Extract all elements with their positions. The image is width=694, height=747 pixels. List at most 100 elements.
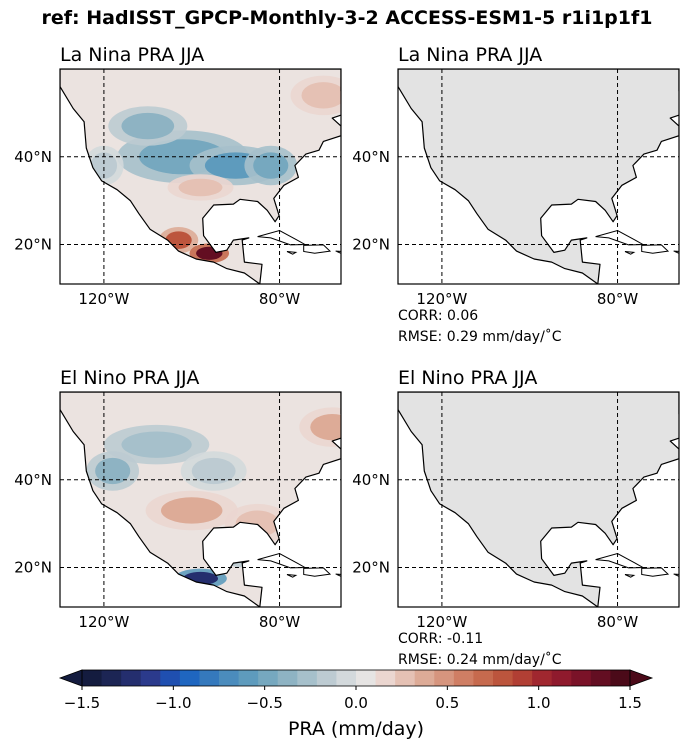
map-frame [59, 68, 342, 285]
colorbar-swatch [434, 670, 455, 686]
island-coastline [673, 573, 679, 577]
lat-tick-label: 20°N [352, 236, 390, 254]
island-coastline [335, 573, 341, 577]
colorbar-tick-label: −1.0 [155, 694, 191, 712]
panel-title: La Nina PRA JJA [398, 44, 542, 66]
anomaly-contour [121, 431, 192, 458]
island-coastline [641, 244, 670, 254]
map-area [398, 69, 679, 284]
map-panel-2: La Nina PRA JJA 120°W 80°W 40°N 20°N CORR: 0.… [352, 44, 680, 345]
island-coastline [595, 229, 645, 246]
masked-land-fill [398, 69, 679, 284]
colorbar-swatch [219, 670, 240, 686]
anomaly-contour [160, 497, 223, 524]
colorbar-swatch [453, 670, 474, 686]
figure-title: ref: HadISST_GPCP-Monthly-3-2 ACCESS-ESM… [42, 7, 653, 29]
colorbar-extend-high [629, 669, 654, 687]
lon-tick-label: 80°W [597, 613, 639, 631]
panel-title: La Nina PRA JJA [60, 44, 204, 66]
colorbar-tick-label: 0.5 [435, 694, 459, 712]
colorbar-swatch [258, 670, 279, 686]
anomaly-contour [226, 545, 262, 564]
anomaly-contour [90, 152, 118, 179]
anomaly-contour [196, 246, 223, 260]
colorbar-swatch [551, 670, 572, 686]
island-coastline [286, 251, 298, 255]
corr-stat: CORR: -0.11 [398, 631, 483, 647]
colorbar-tick-label: −0.5 [246, 694, 282, 712]
colorbar-swatch [590, 670, 611, 686]
colorbar-tick-label: 1.5 [618, 694, 642, 712]
colorbar-swatch [356, 670, 377, 686]
colorbar-swatch [238, 670, 259, 686]
island-coastline [335, 250, 341, 254]
map-panel-4: El Nino PRA JJA 120°W 80°W 40°N 20°N CORR: -0… [352, 367, 680, 668]
island-coastline [257, 229, 307, 246]
panel-title: El Nino PRA JJA [398, 367, 537, 389]
anomaly-contour [218, 541, 271, 568]
island-coastline [257, 552, 307, 569]
panel-title: El Nino PRA JJA [60, 367, 199, 389]
colorbar-swatch [140, 670, 161, 686]
colorbar-swatch [277, 670, 298, 686]
lon-tick-label: 120°W [78, 290, 129, 308]
island-coastline [303, 567, 332, 577]
lon-tick-label: 120°W [416, 613, 467, 631]
corr-stat: CORR: 0.06 [398, 308, 478, 324]
lat-tick-label: 40°N [14, 148, 52, 166]
colorbar-tick-label: 1.0 [527, 694, 551, 712]
anomaly-contour [165, 231, 192, 249]
map-panel-3: El Nino PRA JJA 120°W 80°W 40°N 20°N [14, 367, 342, 631]
rmse-stat: RMSE: 0.29 mm/day/˚C [398, 328, 562, 345]
colorbar-swatch [316, 670, 337, 686]
anomaly-contour [301, 82, 341, 109]
colorbar-swatch [414, 670, 435, 686]
map-area [60, 392, 341, 607]
island-coastline [673, 250, 679, 254]
map-area [60, 69, 341, 284]
colorbar-swatch [82, 670, 103, 686]
anomaly-contour [191, 457, 236, 485]
lat-tick-label: 20°N [352, 559, 390, 577]
lat-tick-label: 20°N [14, 559, 52, 577]
masked-land-fill [398, 392, 679, 607]
colorbar-swatch [101, 670, 122, 686]
colorbar-tick-label: −1.5 [64, 694, 100, 712]
anomaly-contour [253, 152, 289, 179]
lon-tick-label: 80°W [259, 613, 301, 631]
island-coastline [641, 567, 670, 577]
colorbar-swatch [121, 670, 142, 686]
map-frame [397, 391, 680, 608]
colorbar-swatch [179, 670, 200, 686]
island-coastline [286, 574, 298, 578]
anomaly-contour [178, 178, 223, 197]
island-coastline [595, 552, 645, 569]
colorbar-swatch [610, 670, 631, 686]
colorbar-swatch [336, 670, 357, 686]
anomaly-contour [121, 112, 175, 140]
colorbar: −1.5 −1.0 −0.5 0.0 0.5 1.0 1.5 PRA (mm/day) [58, 669, 654, 740]
colorbar-swatch [297, 670, 318, 686]
lon-tick-label: 80°W [259, 290, 301, 308]
map-panel-1: La Nina PRA JJA 120°W 80°W 40°N 20°N [14, 44, 342, 308]
colorbar-swatch [571, 670, 592, 686]
rmse-stat: RMSE: 0.24 mm/day/˚C [398, 651, 562, 668]
colorbar-swatch [493, 670, 514, 686]
island-coastline [624, 574, 636, 578]
colorbar-swatch [473, 670, 494, 686]
lon-tick-label: 80°W [597, 290, 639, 308]
anomaly-contour [310, 413, 341, 441]
island-coastline [624, 251, 636, 255]
lat-tick-label: 40°N [14, 471, 52, 489]
colorbar-extend-low [58, 669, 83, 687]
colorbar-swatch [375, 670, 396, 686]
colorbar-swatch [160, 670, 181, 686]
map-frame [397, 68, 680, 285]
island-coastline [303, 244, 332, 254]
lat-tick-label: 20°N [14, 236, 52, 254]
colorbar-swatch [199, 670, 220, 686]
colorbar-label: PRA (mm/day) [288, 718, 424, 740]
colorbar-swatch [532, 670, 553, 686]
